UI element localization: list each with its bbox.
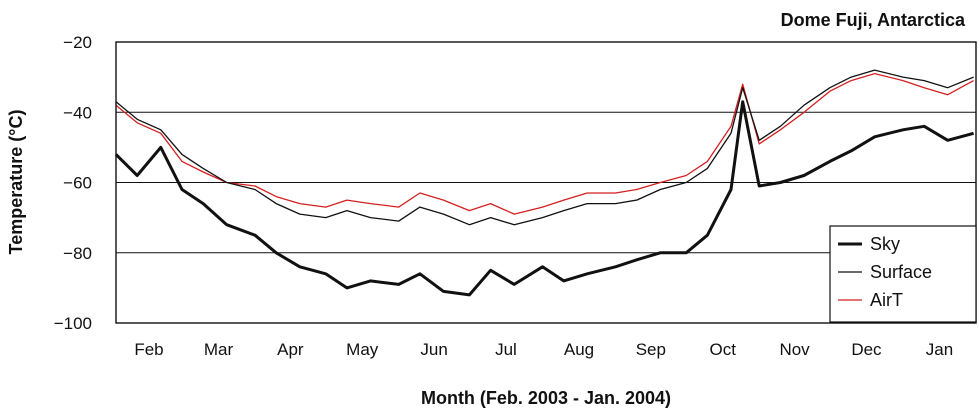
x-tick-label: Mar bbox=[204, 340, 234, 359]
legend-label-sky: Sky bbox=[870, 234, 900, 254]
x-tick-label: Feb bbox=[134, 340, 163, 359]
x-tick-label: Aug bbox=[564, 340, 594, 359]
x-tick-label: May bbox=[346, 340, 379, 359]
chart-title: Dome Fuji, Antarctica bbox=[781, 10, 966, 30]
legend-box bbox=[829, 225, 977, 323]
x-tick-label: Jul bbox=[495, 340, 517, 359]
x-ticks: Feb Mar Apr May Jun Jul Aug Sep Oct Nov Dec Jan bbox=[134, 340, 953, 359]
series-line-surface bbox=[115, 69, 974, 226]
x-tick-label: Jun bbox=[420, 340, 447, 359]
y-ticks: −20 −40 −60 −80 −100 bbox=[54, 33, 92, 333]
x-tick-label: Nov bbox=[779, 340, 810, 359]
x-tick-label: Sep bbox=[636, 340, 666, 359]
x-axis-title: Month (Feb. 2003 - Jan. 2004) bbox=[421, 388, 671, 408]
series-layer bbox=[114, 69, 974, 297]
y-tick-label: −80 bbox=[63, 244, 92, 263]
x-tick-label: Apr bbox=[277, 340, 304, 359]
x-tick-label: Dec bbox=[851, 340, 882, 359]
series-line-airt bbox=[115, 72, 974, 215]
legend-label-surface: Surface bbox=[870, 262, 932, 282]
x-tick-label: Oct bbox=[709, 340, 736, 359]
y-tick-label: −100 bbox=[54, 314, 92, 333]
plot-frame bbox=[115, 41, 977, 324]
y-tick-label: −40 bbox=[63, 103, 92, 122]
y-tick-label: −20 bbox=[63, 33, 92, 52]
y-tick-label: −60 bbox=[63, 174, 92, 193]
x-tick-label: Jan bbox=[926, 340, 953, 359]
series-line-sky bbox=[114, 100, 974, 297]
legend-label-airt: AirT bbox=[870, 290, 903, 310]
legend: Sky Surface AirT bbox=[829, 225, 977, 323]
y-axis-title: Temperature (°C) bbox=[6, 110, 26, 255]
